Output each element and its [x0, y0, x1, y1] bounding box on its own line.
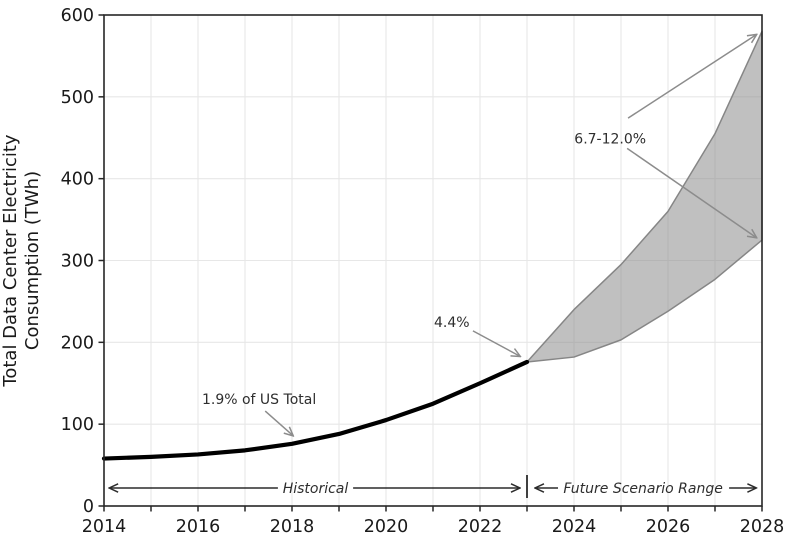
- x-tick-label-2026: 2026: [646, 517, 691, 537]
- x-tick-label-2024: 2024: [552, 517, 597, 537]
- y-axis: 0 100 200 300 400 500 600: [61, 6, 104, 517]
- y-tick-label-200: 200: [61, 333, 94, 353]
- historical-span: Historical: [110, 481, 520, 497]
- y-tick-label-0: 0: [83, 497, 94, 517]
- x-tick-label-2028: 2028: [740, 517, 785, 537]
- historical-line: [101, 359, 530, 461]
- future-span: Future Scenario Range: [526, 474, 756, 498]
- annotation-share-2023: 4.4%: [434, 315, 520, 356]
- x-tick-label-2014: 2014: [82, 517, 127, 537]
- annotation-share-2018: 1.9% of US Total: [202, 392, 316, 436]
- historical-span-label: Historical: [283, 481, 349, 497]
- future-scenario-band: [526, 30, 763, 363]
- y-tick-label-100: 100: [61, 415, 94, 435]
- future-span-label: Future Scenario Range: [563, 481, 723, 497]
- x-tick-label-2018: 2018: [270, 517, 315, 537]
- annotation-label-share-2023: 4.4%: [434, 315, 470, 331]
- y-tick-label-500: 500: [61, 88, 94, 108]
- y-axis-title: Total Data Center ElectricityConsumption…: [0, 134, 43, 388]
- y-tick-label-300: 300: [61, 252, 94, 272]
- annotation-label-share-2028: 6.7-12.0%: [574, 132, 646, 148]
- y-tick-label-400: 400: [61, 170, 94, 190]
- x-tick-label-2022: 2022: [458, 517, 503, 537]
- x-axis: 2014 2016 2018 2020 2022 2024 2026 2028: [82, 506, 785, 537]
- x-tick-label-2016: 2016: [176, 517, 221, 537]
- annotation-share-2028: 6.7-12.0%: [574, 35, 756, 238]
- annotation-label-share-2018: 1.9% of US Total: [202, 392, 316, 408]
- y-tick-label-600: 600: [61, 6, 94, 26]
- x-tick-label-2020: 2020: [364, 517, 409, 537]
